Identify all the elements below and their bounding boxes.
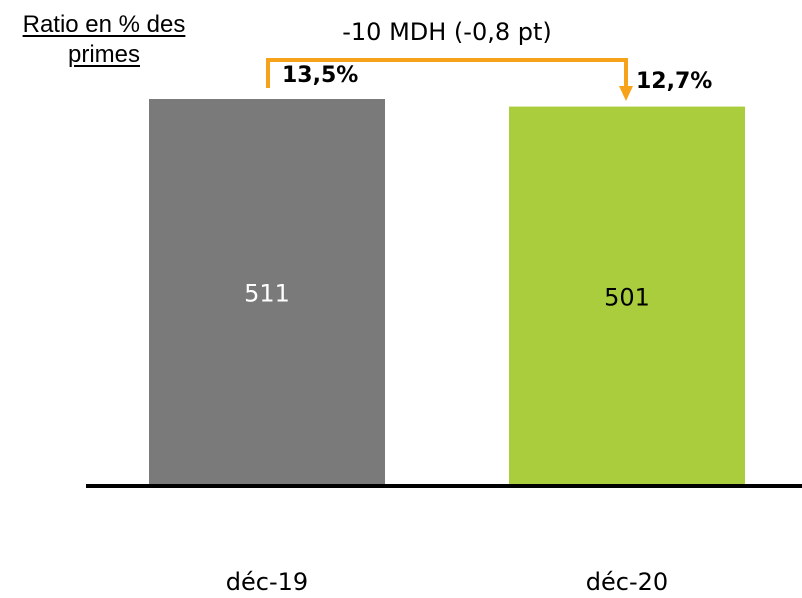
bars-group — [149, 99, 745, 486]
variation-label: -10 MDH (-0,8 pt) — [342, 18, 552, 46]
ratio-label-2: 12,7% — [636, 69, 712, 94]
bar-value-label-1: 511 — [244, 280, 290, 308]
x-tick-label-1: déc-19 — [226, 568, 308, 596]
bar-value-label-2: 501 — [604, 283, 650, 311]
x-tick-label-2: déc-20 — [586, 568, 668, 596]
labels-group: 511 déc-19 501 déc-20 13,5% 12,7% -10 MDH (-0,… — [226, 18, 713, 596]
variation-arrow-line — [266, 58, 628, 88]
bar-1 — [149, 99, 385, 486]
variation-arrow — [266, 58, 633, 101]
variation-arrow-head — [619, 86, 633, 101]
chart-title: Ratio en % des primes — [22, 11, 186, 68]
bar-2 — [509, 106, 745, 486]
ratio-label-1: 13,5% — [282, 63, 358, 88]
